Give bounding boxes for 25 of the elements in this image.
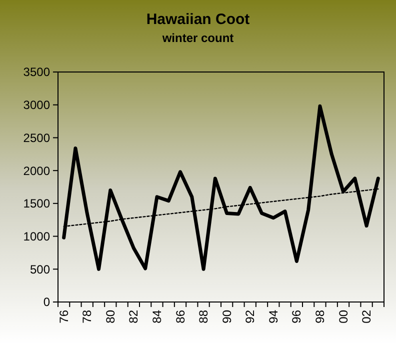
y-tick-label: 3000 [23,98,50,112]
y-tick-label: 1500 [23,196,50,211]
x-tick-label: 88 [196,310,211,324]
line-series [62,104,380,271]
x-tick-label: 00 [336,310,350,324]
x-tick-label: 86 [173,310,188,324]
x-tick-label: 82 [126,310,141,324]
x-tick-label: 78 [80,310,94,324]
y-tick-label: 0 [43,295,50,310]
y-tick-label: 500 [30,262,50,276]
chart-title: Hawaiian Coot [146,11,250,28]
y-tick-label: 1000 [23,229,50,244]
x-tick-label: 84 [150,310,164,324]
y-tick-label: 2000 [23,164,50,178]
x-tick-label: 76 [56,310,71,324]
x-tick-label: 90 [220,310,234,324]
y-tick-label: 3500 [23,65,50,80]
x-tick-label: 92 [243,310,258,324]
x-tick-label: 96 [290,310,304,324]
x-tick-label: 02 [360,310,374,324]
x-tick-label: 80 [103,310,118,324]
chart-subtitle: winter count [161,31,234,45]
x-tick-label: 98 [312,310,327,324]
y-tick-label: 2500 [23,130,50,145]
x-tick-label: 94 [266,310,280,324]
